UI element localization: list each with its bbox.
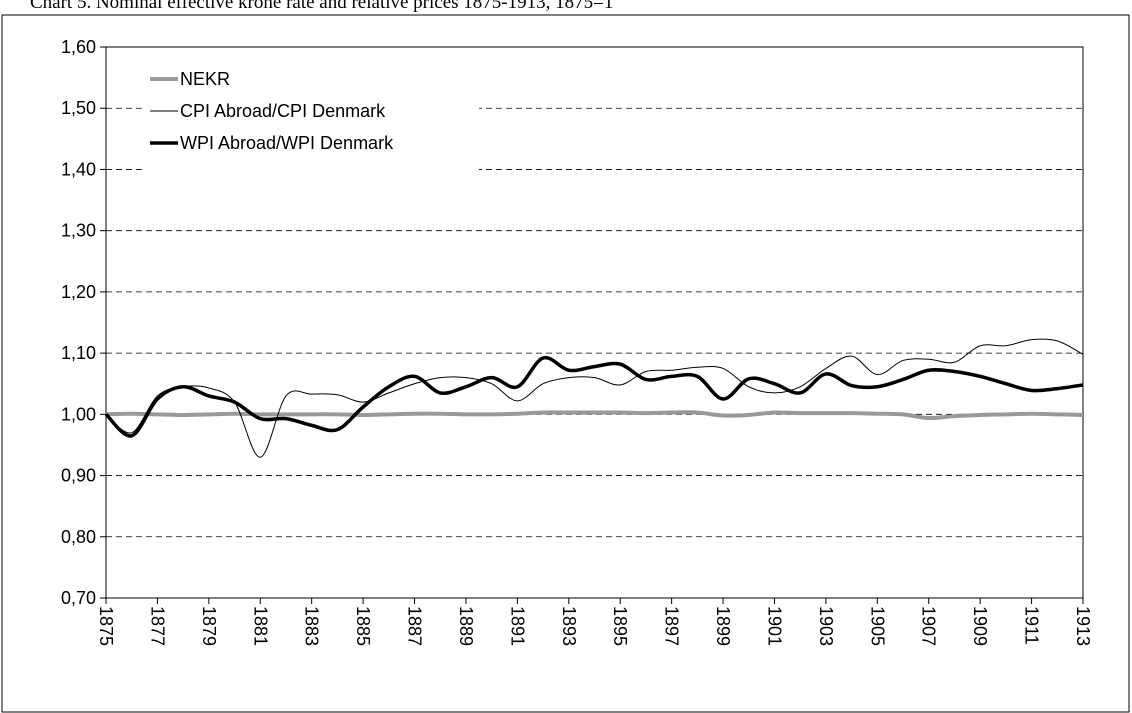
x-tick-label: 1891 xyxy=(507,606,527,646)
x-tick-label: 1897 xyxy=(662,606,682,646)
x-tick-label: 1883 xyxy=(302,606,322,646)
x-tick-label: 1913 xyxy=(1073,606,1093,646)
x-tick-label: 1907 xyxy=(919,606,939,646)
y-tick-label: 0,80 xyxy=(61,527,96,547)
y-tick-label: 1,50 xyxy=(61,98,96,118)
legend-label: WPI Abroad/WPI Denmark xyxy=(180,133,394,153)
y-tick-label: 1,40 xyxy=(61,159,96,179)
series-line xyxy=(105,410,1084,421)
plot-border xyxy=(105,46,1084,599)
x-tick-label: 1909 xyxy=(970,606,990,646)
chart-title: Chart 5. Nominal effective krone rate an… xyxy=(30,0,613,13)
x-tick-label: 1895 xyxy=(610,606,630,646)
x-tick-label: 1889 xyxy=(456,606,476,646)
x-tick-label: 1911 xyxy=(1022,606,1042,645)
series-line xyxy=(105,338,1084,458)
x-tick-label: 1905 xyxy=(867,606,887,646)
x-tick-label: 1893 xyxy=(559,606,579,646)
y-tick-label: 1,60 xyxy=(61,37,96,57)
x-tick-label: 1885 xyxy=(353,606,373,646)
series-line xyxy=(104,355,1084,438)
x-tick-label: 1899 xyxy=(713,606,733,646)
y-tick-label: 0,90 xyxy=(61,466,96,486)
legend-box xyxy=(144,61,479,171)
y-tick-label: 1,10 xyxy=(61,343,96,363)
x-tick-label: 1877 xyxy=(147,606,167,646)
x-tick-label: 1879 xyxy=(199,606,219,646)
x-tick-label: 1887 xyxy=(405,606,425,646)
legend-label: CPI Abroad/CPI Denmark xyxy=(180,101,386,121)
x-tick-label: 1881 xyxy=(250,606,270,646)
y-tick-label: 0,70 xyxy=(61,588,96,608)
y-tick-label: 1,00 xyxy=(61,404,96,424)
y-tick-label: 1,30 xyxy=(61,221,96,241)
legend-label: NEKR xyxy=(180,69,230,89)
x-tick-label: 1903 xyxy=(816,606,836,646)
x-tick-label: 1901 xyxy=(764,606,784,646)
y-tick-label: 1,20 xyxy=(61,282,96,302)
x-tick-label: 1875 xyxy=(96,606,116,646)
